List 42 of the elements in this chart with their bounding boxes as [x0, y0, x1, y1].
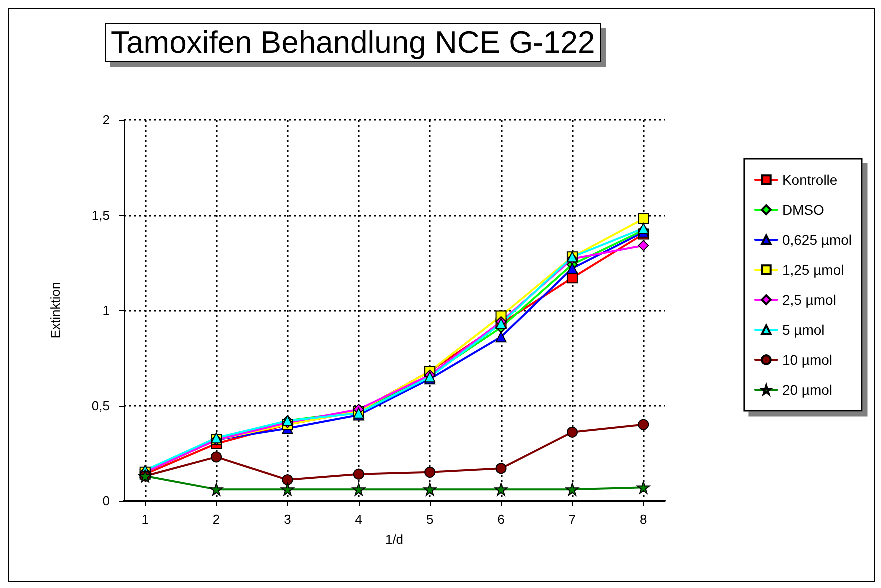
point	[566, 483, 579, 496]
point	[638, 419, 650, 430]
x-tick-label: 8	[640, 512, 648, 527]
point	[282, 474, 294, 486]
point	[638, 214, 650, 225]
x-tick-label: 4	[355, 512, 363, 527]
point	[210, 483, 224, 496]
y-tick-label: 1	[102, 303, 110, 318]
legend-label: Kontrolle	[782, 172, 838, 188]
point	[424, 483, 437, 496]
y-tick-label: 0,5	[92, 398, 110, 414]
point	[637, 481, 650, 494]
point	[281, 483, 294, 496]
point	[496, 332, 507, 343]
legend-label: 5 µmol	[782, 322, 825, 338]
legend-label: 10 µmol	[782, 352, 833, 368]
point	[353, 468, 364, 480]
point	[566, 426, 578, 438]
point	[638, 240, 650, 252]
legend-label: 0,625 µmol	[782, 232, 852, 248]
x-tick-label: 6	[498, 512, 505, 527]
x-axis-title: 1/d	[385, 532, 404, 547]
point	[494, 483, 508, 496]
y-tick-label: 2	[102, 112, 110, 128]
x-tick-label: 1	[142, 512, 149, 527]
x-tick-label: 7	[568, 512, 576, 527]
point	[566, 263, 578, 274]
legend-label: 20 µmol	[782, 382, 833, 398]
point	[496, 463, 507, 474]
legend-label: 2,5 µmol	[782, 292, 836, 308]
chart-title: Tamoxifen Behandlung NCE G-122	[111, 25, 596, 60]
x-tick-label: 2	[212, 512, 220, 527]
y-tick-label: 1,5	[92, 208, 110, 223]
legend-label: DMSO	[782, 202, 825, 218]
legend-label: 1,25 µmol	[782, 262, 844, 278]
point	[211, 452, 222, 463]
y-tick-label: 0	[102, 494, 110, 508]
y-axis-title: Extinktion	[48, 282, 63, 339]
point	[352, 483, 366, 496]
point	[424, 466, 436, 478]
x-tick-label: 3	[284, 512, 292, 527]
x-tick-label: 5	[426, 512, 434, 527]
